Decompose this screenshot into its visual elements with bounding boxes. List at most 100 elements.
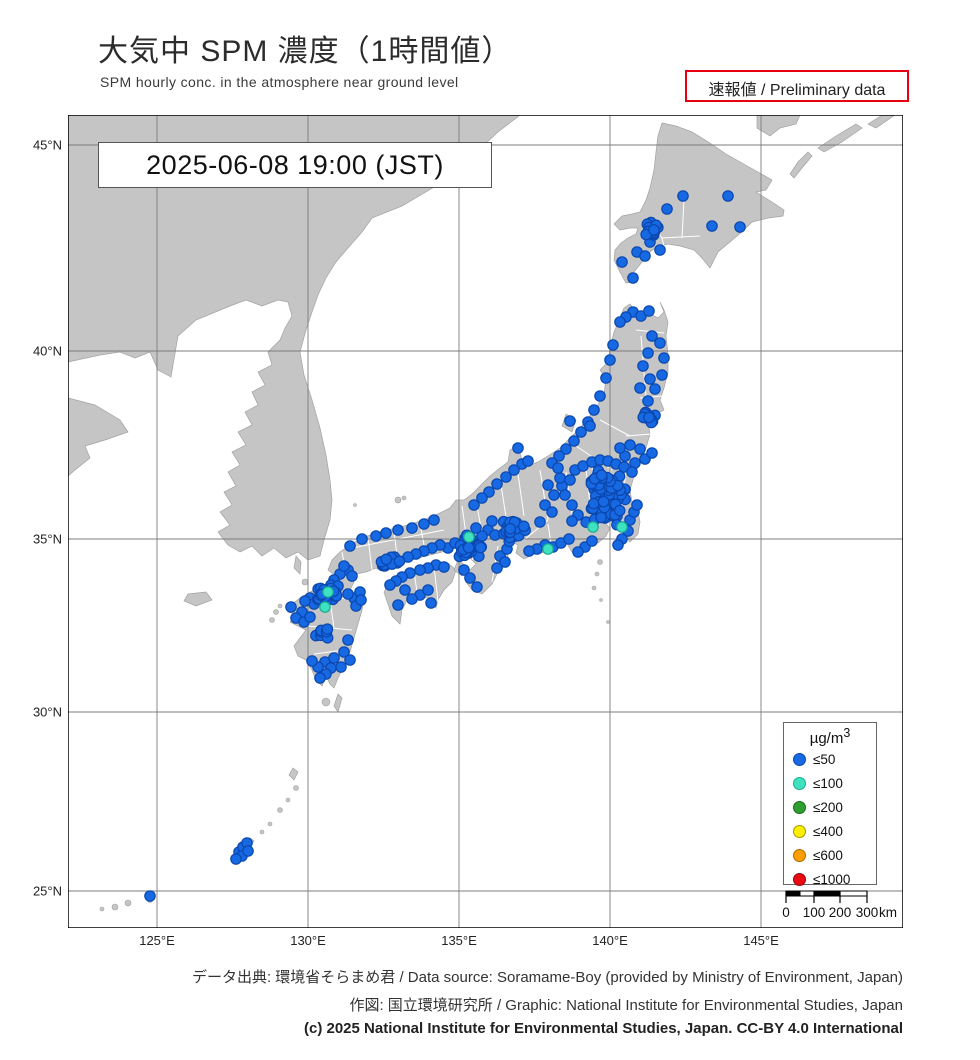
small-island <box>597 559 603 565</box>
lon-label: 140°E <box>592 933 628 948</box>
station-dot <box>321 623 334 635</box>
station-dot <box>534 516 546 528</box>
prefecture-border <box>661 235 701 239</box>
station-dot <box>242 845 254 857</box>
small-island <box>273 609 279 615</box>
prefecture-border <box>517 473 525 517</box>
small-island <box>606 620 610 624</box>
station-dot <box>508 464 520 476</box>
station-dot <box>634 443 646 455</box>
station-dot <box>299 595 311 607</box>
land-polygon <box>68 397 129 477</box>
station-dot <box>414 564 426 576</box>
station-dot <box>542 543 554 555</box>
station-dot <box>314 672 326 684</box>
station-dot <box>600 372 612 384</box>
station-dot <box>564 415 576 427</box>
small-island <box>591 585 597 591</box>
station-dot <box>418 518 430 530</box>
station-dot <box>566 515 578 527</box>
legend-item-label: ≤1000 <box>813 871 851 887</box>
station-dot <box>597 495 610 508</box>
station-dot <box>642 347 654 359</box>
station-dot <box>613 504 626 517</box>
station-dot <box>539 499 551 511</box>
legend-item: ≤100 <box>793 771 876 795</box>
station-dot <box>470 522 482 534</box>
station-dot <box>335 661 347 673</box>
prefecture-border <box>599 419 631 437</box>
station-dot <box>642 395 654 407</box>
prefecture-border <box>681 199 685 239</box>
station-dot <box>406 593 418 605</box>
station-dot <box>380 527 392 539</box>
scalebar-segment <box>813 890 841 897</box>
station-dot <box>563 533 575 545</box>
lat-label: 45°N <box>32 137 62 153</box>
station-dot <box>346 570 358 582</box>
station-dot <box>392 599 404 611</box>
small-island <box>277 807 283 813</box>
station-dot <box>486 515 498 527</box>
station-dot <box>499 556 511 568</box>
station-dot <box>656 369 668 381</box>
station-dot <box>144 890 156 902</box>
station-dot <box>643 411 655 424</box>
station-dot <box>370 530 382 542</box>
legend-item: ≤600 <box>793 843 876 867</box>
station-dot <box>338 646 350 658</box>
lat-label: 35°N <box>32 531 62 547</box>
station-dot <box>584 420 596 432</box>
small-island <box>353 503 357 507</box>
station-dot <box>604 354 616 366</box>
scalebar-label: 100 <box>802 905 826 920</box>
station-dot <box>627 272 639 284</box>
station-dot <box>342 634 354 646</box>
legend-item-label: ≤600 <box>813 847 843 863</box>
station-dot <box>518 520 530 533</box>
station-dot <box>338 560 350 572</box>
station-dot <box>428 514 440 526</box>
lat-label: 25°N <box>32 883 62 899</box>
station-dot <box>626 466 638 478</box>
station-dot <box>646 330 658 342</box>
station-dot <box>566 499 578 511</box>
station-dot <box>425 597 437 609</box>
station-dot <box>285 601 297 613</box>
station-dot <box>462 541 475 554</box>
station-dot <box>575 426 587 438</box>
scalebar-label: 300 <box>855 905 879 920</box>
legend-color-dot <box>793 776 806 790</box>
station-dot <box>734 221 746 233</box>
legend-items: ≤50 ≤100 ≤200 ≤400 ≤600 ≤1000 <box>784 747 876 891</box>
station-dot <box>648 224 660 236</box>
station-dot <box>344 540 356 552</box>
station-dot <box>512 442 524 454</box>
station-dot <box>552 462 564 474</box>
station-dot <box>458 564 470 576</box>
station-dot <box>607 339 619 351</box>
station-dot <box>491 562 503 574</box>
station-dot <box>568 435 580 447</box>
station-dot <box>522 455 534 467</box>
station-dot <box>355 594 367 606</box>
legend-color-dot <box>793 872 806 886</box>
map-plot-area <box>68 115 903 928</box>
station-dot <box>319 601 331 613</box>
station-dot <box>304 611 316 623</box>
station-dot <box>644 373 656 385</box>
station-dot <box>586 535 598 547</box>
station-dot <box>554 472 566 484</box>
station-dot <box>342 588 354 600</box>
prefecture-border <box>433 565 439 603</box>
small-island <box>259 829 265 835</box>
station-dot <box>654 244 666 256</box>
station-dot <box>392 524 404 536</box>
station-dot <box>654 337 666 349</box>
legend-item-label: ≤50 <box>813 751 836 767</box>
small-island <box>99 906 105 912</box>
station-dot <box>491 478 503 490</box>
graphic-credit: 作図: 国立環境研究所 / Graphic: National Institut… <box>349 997 903 1014</box>
station-dot <box>471 581 483 593</box>
